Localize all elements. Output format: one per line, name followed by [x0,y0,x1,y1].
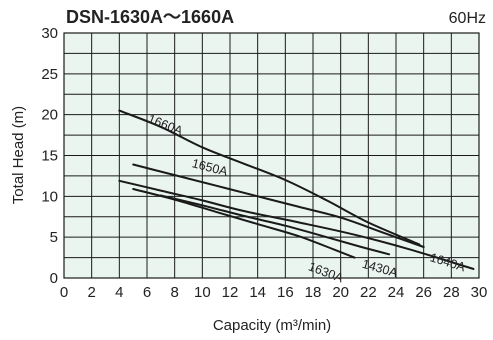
chart-frequency: 60Hz [449,10,486,27]
plot-area [63,32,480,279]
x-tick-label: 2 [87,284,95,301]
x-tick-label: 24 [388,284,405,301]
x-tick-label: 4 [115,284,123,301]
series-line-1640a [118,179,475,270]
x-tick-label: 26 [415,284,432,301]
series-line-1430a [159,194,391,256]
y-tick-label: 0 [50,270,58,287]
y-axis-tick-labels: 0 5 10 15 20 25 30 [41,25,58,287]
x-tick-label: 8 [170,284,178,301]
y-tick-label: 30 [41,25,58,42]
x-tick-label: 30 [471,284,488,301]
series-line-1630a [132,188,356,259]
y-tick-label: 5 [50,229,58,246]
x-tick-label: 22 [360,284,377,301]
x-tick-label: 14 [249,284,266,301]
x-axis-tick-labels: 0 2 4 6 8 10 12 14 16 18 20 22 24 26 28 30 [60,284,488,301]
chart-title: DSN-1630A～1660A [66,7,234,27]
x-tick-label: 16 [277,284,294,301]
grid-lines [63,32,480,279]
x-tick-label: 20 [332,284,349,301]
series-line-1660a [118,109,421,246]
y-axis-label: Total Head (m) [10,106,27,204]
x-tick-label: 12 [222,284,239,301]
x-tick-label: 18 [305,284,322,301]
x-axis-label: Capacity (m³/min) [213,317,331,334]
y-tick-label: 10 [41,188,58,205]
y-tick-label: 25 [41,66,58,83]
x-tick-label: 10 [194,284,211,301]
y-tick-label: 15 [41,148,58,165]
x-tick-label: 28 [443,284,460,301]
y-tick-label: 20 [41,107,58,124]
x-tick-label: 6 [143,284,151,301]
series-lines [118,109,475,270]
x-tick-label: 0 [60,284,68,301]
series-line-1650a [132,163,425,248]
